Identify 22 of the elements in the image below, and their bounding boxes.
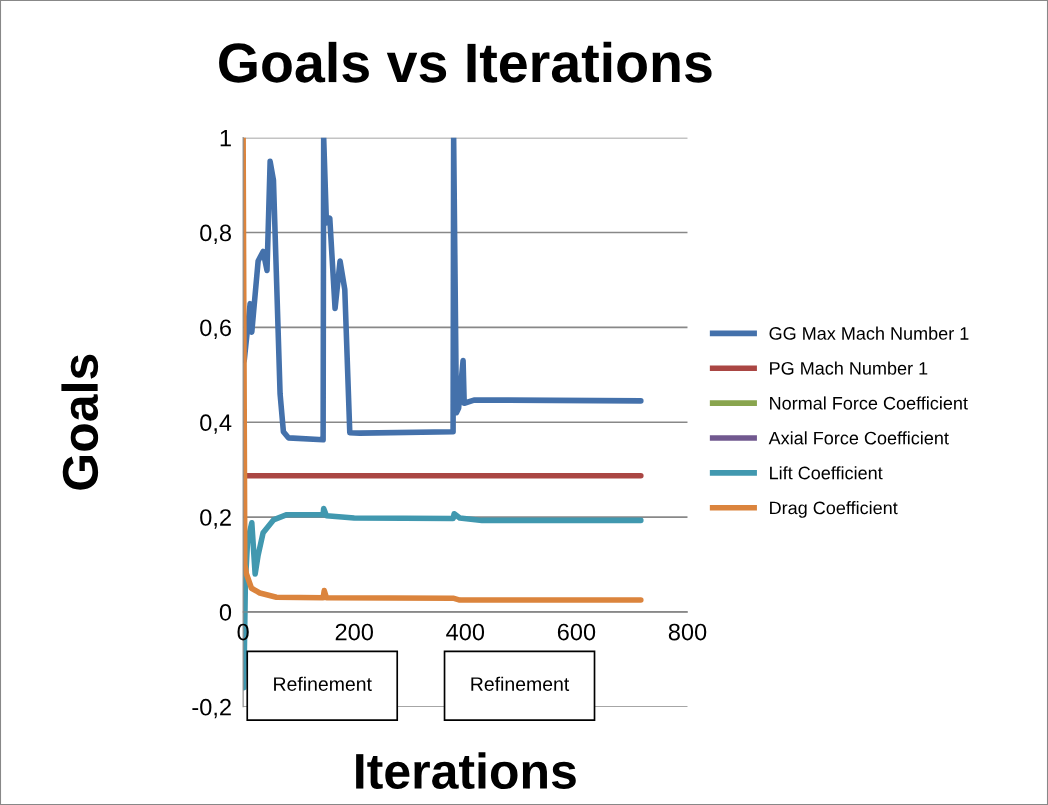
annotation: Refinement xyxy=(274,676,372,691)
x-tick-label: 400 xyxy=(446,623,485,641)
y-tick-label: 0 xyxy=(219,604,232,621)
legend-label: Axial Force Coefficient xyxy=(768,431,949,445)
x-tick-label: 800 xyxy=(668,623,707,641)
legend-label: PG Mach Number 1 xyxy=(770,361,928,375)
y-tick-label: -0,2 xyxy=(192,698,231,719)
legend-label: GG Max Mach Number 1 xyxy=(769,326,969,340)
annotation: Refinement xyxy=(471,676,570,691)
y-tick-label: 0,2 xyxy=(200,509,231,529)
y-tick-label: 0,4 xyxy=(200,414,232,434)
y-axis-title: Goals xyxy=(61,354,99,490)
y-tick-label: 0,8 xyxy=(200,224,231,245)
y-tick-label: 1 xyxy=(220,129,231,147)
legend-label: Drag Coefficient xyxy=(770,501,898,518)
x-tick-label: 600 xyxy=(557,623,596,641)
x-axis-title: Iterations xyxy=(356,752,576,790)
y-tick-label: 0,6 xyxy=(200,319,231,339)
legend-label: Lift Coefficient xyxy=(770,466,883,480)
chart-title: Goals vs Iterations xyxy=(219,41,712,83)
legend-label: Normal Force Coefficient xyxy=(770,396,968,410)
x-tick-label: 200 xyxy=(335,623,373,641)
